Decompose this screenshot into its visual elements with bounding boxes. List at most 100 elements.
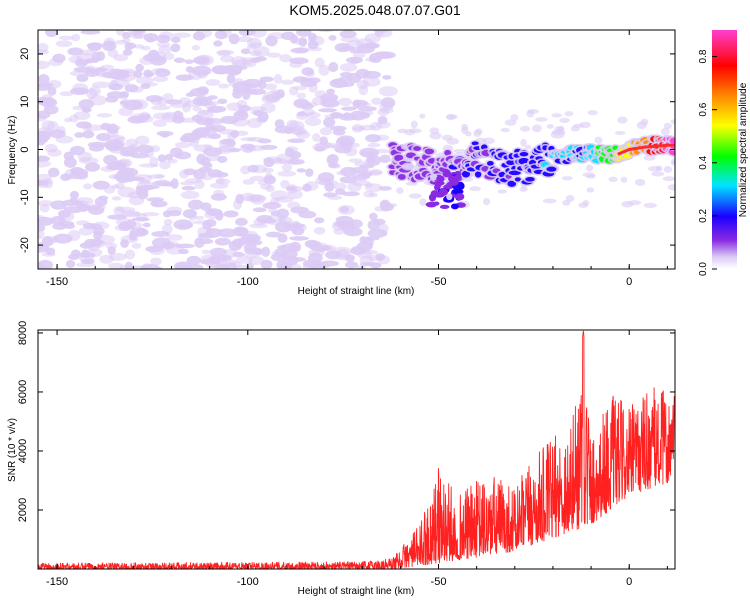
heatmap-cell — [204, 117, 224, 126]
spectrogram-x-ticks: -150 -100 -50 0 — [46, 30, 668, 288]
heatmap-cell — [43, 105, 59, 115]
heatmap-cell — [143, 82, 158, 87]
heatmap-cell — [206, 107, 222, 114]
heatmap-cell — [191, 45, 200, 51]
heatmap-cell — [371, 97, 383, 105]
heatmap-cell — [59, 91, 74, 97]
heatmap-cell — [174, 243, 195, 249]
heatmap-cell — [518, 157, 530, 165]
heatmap-cell — [204, 144, 213, 149]
heatmap-cell — [328, 35, 337, 41]
heatmap-cell — [378, 223, 389, 234]
heatmap-cell — [643, 155, 656, 161]
heatmap-cell — [121, 31, 131, 39]
heatmap-cell — [179, 135, 191, 143]
heatmap-cell — [47, 79, 62, 89]
heatmap-cell — [542, 198, 557, 204]
heatmap-cell — [105, 95, 118, 103]
heatmap-cell — [156, 34, 171, 44]
heatmap-cell — [535, 117, 548, 122]
y-tick-label: 8000 — [17, 321, 29, 345]
colorbar-tick-label: 0.6 — [698, 102, 709, 116]
heatmap-cell — [240, 48, 251, 55]
heatmap-cell — [339, 176, 357, 184]
heatmap-cell — [107, 214, 127, 220]
heatmap-cell — [114, 40, 128, 45]
heatmap-cell — [397, 128, 409, 134]
colorbar: 0.0 0.2 0.4 0.6 0.8 Normalized spectral ampl… — [698, 30, 749, 276]
heatmap-cell — [670, 160, 675, 166]
heatmap-cell — [38, 173, 52, 182]
heatmap-cell — [338, 97, 353, 107]
heatmap-cell — [226, 74, 236, 84]
heatmap-cell — [419, 113, 426, 119]
heatmap-cell — [312, 143, 330, 151]
heatmap-cell — [163, 219, 173, 226]
heatmap-cell — [74, 132, 85, 138]
heatmap-cell — [520, 138, 527, 147]
heatmap-cell — [335, 81, 355, 88]
heatmap-cell — [142, 222, 151, 228]
heatmap-cell — [241, 233, 261, 243]
heatmap-cell — [275, 153, 294, 165]
heatmap-cell — [355, 68, 371, 79]
heatmap-cell — [263, 83, 278, 90]
heatmap-cell — [634, 178, 646, 186]
x-tick-label: 0 — [626, 276, 632, 288]
heatmap-cell — [424, 148, 435, 155]
heatmap-cell — [88, 95, 107, 106]
y-tick-label: 20 — [19, 48, 31, 60]
heatmap-cell — [169, 103, 188, 109]
heatmap-cell — [194, 215, 205, 220]
heatmap-cell — [177, 248, 189, 255]
heatmap-cell — [307, 77, 321, 84]
heatmap-cell — [446, 137, 460, 145]
heatmap-cell — [361, 236, 380, 241]
heatmap-cell — [225, 139, 236, 148]
heatmap-cell — [135, 63, 144, 72]
heatmap-cell — [172, 32, 192, 38]
heatmap-cell — [163, 52, 175, 61]
heatmap-cell — [138, 111, 151, 121]
heatmap-cell — [67, 47, 84, 56]
heatmap-cell — [149, 55, 167, 66]
signal-peak-ridge — [617, 143, 675, 156]
heatmap-cell — [151, 199, 160, 208]
heatmap-cell — [38, 133, 49, 144]
heatmap-cell — [124, 249, 136, 260]
heatmap-cell — [332, 220, 348, 226]
heatmap-cell — [374, 134, 390, 141]
heatmap-cell — [143, 69, 153, 78]
heatmap-cell — [202, 147, 223, 157]
heatmap-cell — [367, 219, 380, 231]
heatmap-cell — [585, 164, 594, 172]
spectrogram-y-ticks: -20 -10 0 10 20 — [19, 48, 675, 253]
heatmap-cell — [80, 30, 101, 35]
heatmap-cell — [259, 76, 274, 83]
heatmap-cell — [318, 64, 330, 76]
heatmap-cell — [482, 137, 495, 145]
heatmap-cell — [67, 230, 81, 241]
heatmap-cell — [621, 200, 634, 208]
heatmap-cell — [280, 79, 295, 85]
spectrogram-x-label: Height of straight line (km) — [298, 286, 415, 297]
heatmap-cell — [72, 105, 85, 111]
heatmap-cell — [65, 259, 76, 268]
heatmap-cell — [151, 105, 171, 111]
heatmap-cell — [150, 257, 162, 266]
heatmap-cell — [96, 234, 116, 245]
heatmap-cell — [228, 33, 240, 45]
snr-frame — [37, 329, 676, 570]
heatmap-cell — [335, 137, 355, 149]
heatmap-cell — [364, 33, 381, 43]
heatmap-cell — [465, 131, 472, 137]
y-tick-label: 0 — [19, 146, 31, 152]
heatmap-cell — [474, 171, 482, 178]
heatmap-cell — [365, 183, 383, 193]
heatmap-cell — [173, 219, 193, 230]
heatmap-cell — [129, 86, 144, 93]
y-tick-label: 10 — [19, 96, 31, 108]
heatmap-cell — [118, 93, 129, 100]
heatmap-cell — [249, 50, 262, 57]
